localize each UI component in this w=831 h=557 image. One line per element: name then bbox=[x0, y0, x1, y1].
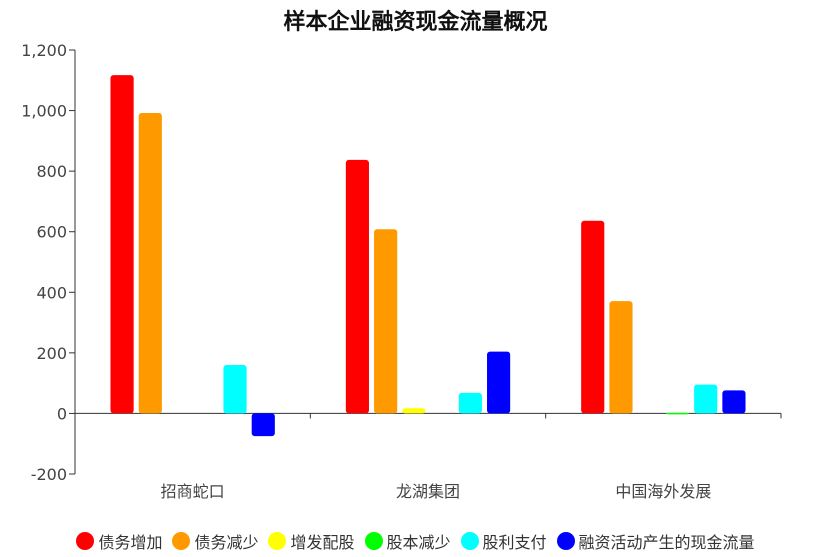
y-tick-label: 1,000 bbox=[21, 102, 67, 121]
y-tick-label: 800 bbox=[36, 162, 67, 181]
bar[interactable] bbox=[458, 392, 482, 414]
bar[interactable] bbox=[374, 229, 398, 414]
y-tick-label: -200 bbox=[31, 465, 67, 484]
legend-swatch bbox=[460, 532, 479, 550]
y-tick-label: 200 bbox=[36, 344, 67, 363]
x-axis: 招商蛇口 龙湖集团 中国海外发展 bbox=[74, 412, 782, 501]
legend-item[interactable]: 增发配股 bbox=[268, 529, 355, 553]
legend-swatch bbox=[172, 532, 191, 550]
bar[interactable] bbox=[402, 408, 426, 414]
bar[interactable] bbox=[110, 75, 134, 414]
legend-label: 股利支付 bbox=[482, 533, 547, 552]
bar[interactable] bbox=[581, 220, 605, 414]
bar[interactable] bbox=[665, 412, 690, 415]
legend-swatch bbox=[76, 532, 95, 550]
legend-label: 增发配股 bbox=[290, 533, 355, 552]
legend-swatch bbox=[268, 532, 287, 550]
bar[interactable] bbox=[722, 390, 746, 414]
legend-item[interactable]: 融资活动产生的现金流量 bbox=[556, 529, 755, 553]
legend-label: 债务减少 bbox=[194, 533, 259, 552]
x-tick-label: 龙湖集团 bbox=[396, 482, 460, 501]
legend-swatch bbox=[364, 532, 383, 550]
y-tick-label: 0 bbox=[57, 404, 67, 423]
legend-item[interactable]: 股利支付 bbox=[460, 529, 547, 553]
legend[interactable]: 债务增加 债务减少 增发配股 股本减少 股利支付 融资活动产生的现金流量 bbox=[0, 527, 831, 555]
y-tick-label: 600 bbox=[36, 223, 67, 242]
x-tick-label: 招商蛇口 bbox=[161, 482, 225, 501]
x-tick-label: 中国海外发展 bbox=[615, 482, 711, 501]
legend-item[interactable]: 股本减少 bbox=[364, 529, 451, 553]
y-tick-label: 1,200 bbox=[21, 41, 67, 60]
bar[interactable] bbox=[609, 301, 633, 414]
y-tick-label: 400 bbox=[36, 283, 67, 302]
bar[interactable] bbox=[138, 112, 162, 414]
bar[interactable] bbox=[223, 364, 247, 414]
legend-item[interactable]: 债务减少 bbox=[172, 529, 258, 553]
bars bbox=[110, 75, 746, 437]
bar[interactable] bbox=[487, 351, 511, 414]
legend-item[interactable]: 债务增加 bbox=[76, 529, 162, 553]
legend-swatch bbox=[556, 532, 575, 550]
y-axis: -200 0 200 400 600 800 1,000 1,200 bbox=[21, 41, 76, 484]
bar[interactable] bbox=[251, 413, 275, 437]
legend-label: 债务增加 bbox=[98, 533, 163, 552]
bar[interactable] bbox=[694, 384, 718, 414]
legend-label: 融资活动产生的现金流量 bbox=[578, 533, 755, 552]
bar[interactable] bbox=[345, 159, 369, 414]
chart-title: 样本企业融资现金流量概况 bbox=[283, 10, 548, 35]
legend-label: 股本减少 bbox=[386, 533, 451, 552]
